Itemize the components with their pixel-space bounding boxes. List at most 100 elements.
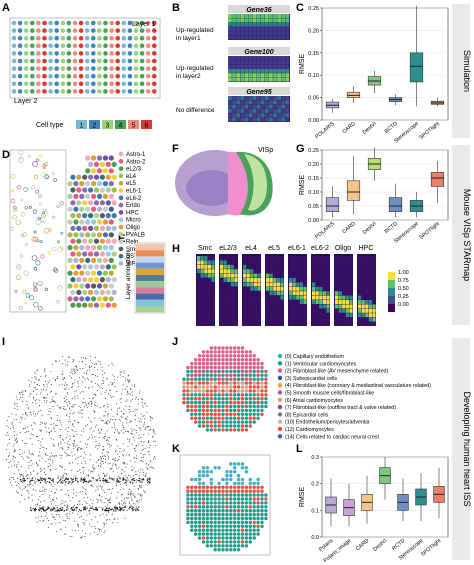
cell-point	[99, 407, 101, 409]
cell-point	[21, 400, 24, 402]
spot	[229, 544, 233, 548]
spot	[152, 89, 157, 94]
heatmap-cell	[342, 260, 346, 265]
heatmap-cell	[319, 286, 323, 291]
spot	[221, 512, 225, 517]
colorbar-tick-label: 0.75	[398, 278, 409, 284]
cell-point	[39, 430, 41, 432]
spot	[225, 377, 229, 381]
spot	[225, 404, 229, 409]
heatmap-cell	[335, 313, 339, 318]
spot	[236, 466, 241, 470]
heatmap-cell	[289, 308, 293, 313]
cell-point	[37, 439, 39, 441]
panel-j-legend: (0) Capillary endothelium(1) Ventricular…	[277, 353, 431, 440]
heatmap-cell	[312, 273, 316, 278]
spot	[209, 466, 213, 470]
spot	[201, 524, 206, 528]
cell-point	[44, 424, 46, 426]
spot	[205, 536, 210, 540]
cell-point	[125, 405, 127, 407]
cell-point	[97, 458, 100, 461]
cell-point	[28, 380, 30, 382]
spot	[115, 73, 120, 79]
spot	[48, 81, 53, 87]
cell-outline	[38, 306, 43, 311]
heatmap-cell	[234, 313, 238, 318]
cell-point	[65, 501, 67, 503]
heatmap-cell	[349, 269, 353, 274]
spot	[252, 532, 256, 536]
heatmap-cell	[280, 322, 284, 326]
spot	[260, 516, 264, 521]
cell-point	[52, 396, 54, 398]
heatmap-cell	[361, 256, 365, 260]
heatmap-cell	[252, 73, 257, 78]
legend-label: (7) Fibroblast-like (outflow tract & val…	[285, 405, 396, 411]
spot	[229, 520, 233, 525]
spot	[205, 424, 210, 428]
heatmap-cell	[312, 304, 316, 309]
spot	[111, 238, 117, 244]
spot	[133, 89, 139, 94]
spot	[97, 89, 102, 94]
cell-point	[14, 408, 16, 410]
heatmap-cell	[273, 77, 277, 82]
cell-point	[28, 496, 30, 498]
spot	[240, 512, 245, 517]
spot	[240, 477, 245, 482]
cell-point	[28, 492, 30, 494]
cell-point	[100, 487, 103, 489]
legend-label: VIP	[126, 262, 136, 268]
cell-point	[103, 532, 105, 534]
spot	[225, 470, 229, 474]
cell-point	[38, 379, 40, 381]
heatmap-cell	[358, 308, 362, 313]
heatmap-cell	[228, 26, 232, 31]
spot	[248, 385, 252, 389]
cell-point	[107, 413, 109, 415]
cell-point	[40, 501, 42, 503]
spot	[72, 51, 78, 56]
legend-dot	[277, 412, 283, 417]
spot	[67, 181, 73, 187]
cell-point	[140, 418, 142, 420]
cell-point	[103, 380, 105, 382]
cell-point	[100, 499, 102, 501]
cell-point	[102, 455, 104, 457]
heatmap-cell	[322, 286, 326, 291]
heatmap-cell	[335, 282, 339, 287]
cell-point	[130, 400, 132, 402]
spot	[99, 238, 105, 244]
spot	[70, 277, 76, 283]
spot	[236, 548, 241, 552]
spot	[209, 477, 213, 482]
y-tick-label: 0.10	[308, 73, 319, 79]
heatmap-cell	[246, 300, 250, 304]
heatmap-cell	[260, 117, 265, 122]
heatmap-cell	[204, 317, 208, 322]
spot	[91, 155, 97, 161]
spot	[264, 505, 268, 509]
spot	[248, 485, 252, 489]
spot	[217, 520, 221, 525]
cell-point	[97, 448, 99, 450]
heatmap-cell	[303, 295, 307, 300]
heatmap-cell	[260, 56, 265, 60]
cell-point	[80, 480, 82, 482]
cell-point	[127, 446, 129, 448]
cell-point	[85, 443, 87, 445]
cell-point	[12, 476, 14, 478]
cell-outline	[43, 208, 47, 213]
cell-point	[25, 470, 27, 472]
cell-point	[116, 507, 118, 509]
cell-point	[14, 464, 16, 466]
heatmap-cell	[260, 77, 265, 82]
spot	[190, 528, 194, 532]
cell-point	[101, 486, 103, 488]
heatmap-cell	[269, 22, 273, 27]
heatmap-cell	[285, 22, 290, 27]
cell-point	[123, 462, 125, 464]
heatmap-cell	[299, 304, 303, 309]
heatmap-cell	[285, 26, 290, 31]
